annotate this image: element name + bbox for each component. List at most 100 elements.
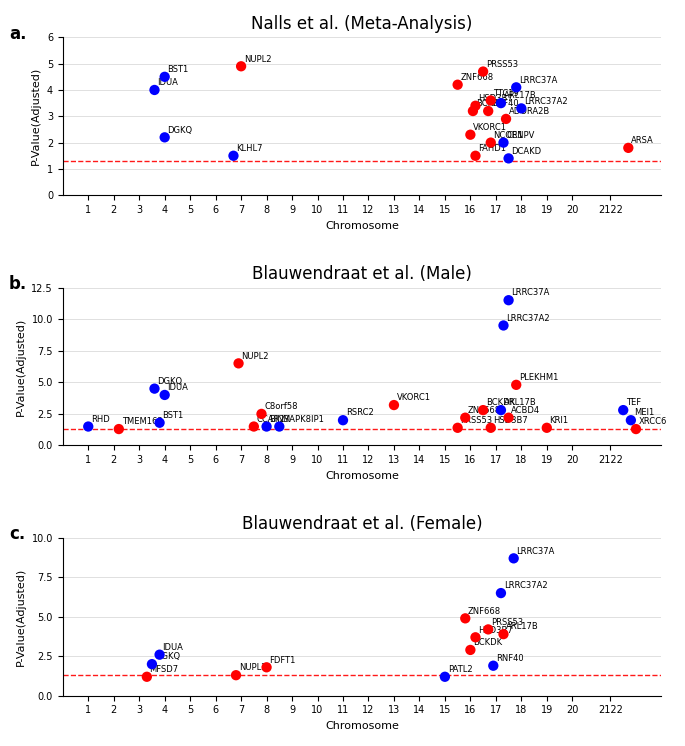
- Text: BCKDK: BCKDK: [475, 99, 505, 108]
- Text: PATL2: PATL2: [448, 665, 472, 674]
- Point: [485, 95, 496, 107]
- Y-axis label: P-Value(Adjusted): P-Value(Adjusted): [16, 317, 26, 416]
- Point: [503, 412, 514, 424]
- Text: a.: a.: [9, 25, 27, 43]
- Point: [508, 552, 519, 564]
- Text: ZNF668: ZNF668: [460, 73, 493, 82]
- Point: [147, 658, 158, 670]
- Point: [495, 587, 506, 599]
- Point: [467, 105, 478, 117]
- Text: ZNF668: ZNF668: [468, 606, 501, 615]
- Text: IDUA: IDUA: [162, 643, 183, 652]
- Point: [623, 142, 634, 154]
- Point: [501, 113, 512, 125]
- Point: [465, 644, 476, 656]
- Text: ARL17B: ARL17B: [503, 398, 536, 407]
- Text: RNF40: RNF40: [491, 99, 519, 108]
- Point: [233, 357, 244, 369]
- Point: [483, 105, 494, 117]
- Text: BST1: BST1: [162, 411, 184, 420]
- Text: CENPV: CENPV: [506, 131, 535, 140]
- Point: [231, 669, 242, 681]
- Text: RHD: RHD: [91, 415, 110, 424]
- Point: [236, 60, 247, 72]
- Title: Blauwendraat et al. (Female): Blauwendraat et al. (Female): [242, 515, 482, 533]
- Point: [470, 631, 481, 643]
- Point: [141, 671, 152, 683]
- Text: LRRC37A2: LRRC37A2: [506, 314, 550, 323]
- Text: DGKQ: DGKQ: [158, 377, 182, 386]
- Point: [249, 421, 260, 433]
- Text: XRCC6: XRCC6: [638, 417, 667, 426]
- Text: LRRC37A2: LRRC37A2: [503, 581, 547, 590]
- Point: [228, 150, 239, 162]
- Point: [488, 659, 499, 671]
- Text: TTC19: TTC19: [493, 89, 519, 98]
- Text: VKORC1: VKORC1: [397, 393, 431, 402]
- Text: LRRC37A2: LRRC37A2: [524, 97, 568, 106]
- Text: VKORC1: VKORC1: [473, 123, 507, 132]
- Point: [452, 79, 463, 91]
- Text: ARSA: ARSA: [631, 136, 654, 145]
- Text: TEF: TEF: [626, 398, 641, 407]
- Y-axis label: P-Value(Adjusted): P-Value(Adjusted): [32, 67, 41, 166]
- Point: [483, 624, 494, 636]
- Text: ACBD4: ACBD4: [512, 406, 540, 415]
- Point: [503, 294, 514, 306]
- Point: [154, 417, 165, 429]
- Point: [470, 100, 481, 112]
- Point: [495, 97, 506, 109]
- Point: [460, 412, 471, 424]
- Y-axis label: P-Value(Adjusted): P-Value(Adjusted): [16, 568, 26, 666]
- Text: MFSD7: MFSD7: [149, 665, 179, 674]
- Point: [541, 421, 552, 433]
- Text: KRI1: KRI1: [549, 416, 569, 425]
- Point: [498, 628, 509, 640]
- Text: PRSS53: PRSS53: [460, 416, 493, 425]
- X-axis label: Chromosome: Chromosome: [325, 221, 399, 231]
- Text: PRSS53: PRSS53: [491, 618, 523, 627]
- Title: Nalls et al. (Meta-Analysis): Nalls et al. (Meta-Analysis): [251, 15, 473, 33]
- Text: PRSS53: PRSS53: [486, 60, 518, 69]
- Point: [618, 404, 629, 416]
- Text: NUPL2: NUPL2: [244, 54, 271, 63]
- Point: [452, 421, 463, 433]
- Text: FDFT1: FDFT1: [269, 656, 296, 665]
- Title: Blauwendraat et al. (Male): Blauwendraat et al. (Male): [252, 266, 472, 283]
- Point: [149, 383, 160, 395]
- Point: [460, 612, 471, 624]
- Point: [261, 662, 272, 674]
- Text: LRRC37A: LRRC37A: [519, 75, 558, 84]
- Text: c.: c.: [9, 525, 25, 543]
- Text: NUPL2: NUPL2: [241, 351, 269, 360]
- Text: ARL17B: ARL17B: [503, 91, 536, 101]
- Point: [256, 408, 267, 420]
- Text: IDUA: IDUA: [167, 383, 188, 392]
- Text: RSRC2: RSRC2: [346, 409, 373, 418]
- Text: BST1: BST1: [167, 65, 188, 74]
- Text: KLHL7: KLHL7: [236, 144, 263, 153]
- Point: [261, 421, 272, 433]
- Point: [495, 404, 506, 416]
- X-axis label: Chromosome: Chromosome: [325, 721, 399, 731]
- Point: [439, 671, 450, 683]
- Point: [503, 152, 514, 164]
- Point: [485, 421, 496, 433]
- Point: [154, 649, 165, 661]
- Text: C8orf58: C8orf58: [264, 402, 298, 411]
- Point: [498, 137, 509, 148]
- Text: HSD3B7: HSD3B7: [478, 94, 513, 103]
- Text: RNF40: RNF40: [496, 654, 524, 663]
- Point: [477, 404, 488, 416]
- Point: [470, 150, 481, 162]
- X-axis label: Chromosome: Chromosome: [325, 471, 399, 480]
- Point: [113, 423, 124, 435]
- Point: [498, 319, 509, 331]
- Text: ARL17B: ARL17B: [506, 622, 539, 631]
- Text: BCKDK: BCKDK: [473, 638, 502, 647]
- Point: [630, 423, 641, 435]
- Text: BIN3: BIN3: [269, 415, 290, 424]
- Point: [388, 399, 399, 411]
- Point: [159, 71, 170, 83]
- Text: b.: b.: [9, 275, 27, 293]
